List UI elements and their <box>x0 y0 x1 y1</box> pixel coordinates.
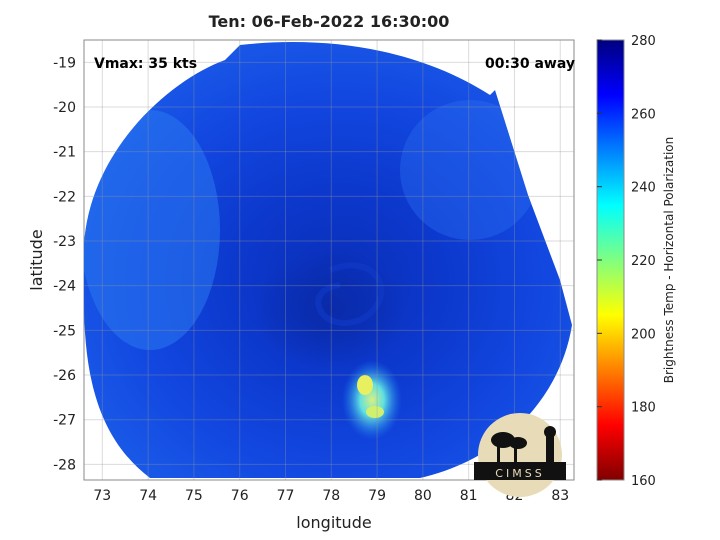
colorbar-tick-label: 260 <box>631 107 656 122</box>
y-tick-label: -24 <box>53 279 76 295</box>
y-tick-label: -19 <box>53 55 76 71</box>
y-tick-label: -21 <box>53 145 76 161</box>
away-label: 00:30 away <box>485 56 575 72</box>
colorbar-label: Brightness Temp - Horizontal Polarizatio… <box>662 137 676 384</box>
x-tick-label: 77 <box>277 488 295 504</box>
colorbar-tick-label: 240 <box>631 181 656 196</box>
y-tick-label: -23 <box>53 234 76 250</box>
y-tick-label: -27 <box>53 413 76 429</box>
y-tick-label: -26 <box>53 368 76 384</box>
x-tick-label: 74 <box>139 488 157 504</box>
y-axis-label: latitude <box>27 229 46 290</box>
y-tick-label: -22 <box>53 189 76 205</box>
colorbar-tick-label: 280 <box>631 34 656 49</box>
colorbar-tick-label: 200 <box>631 327 656 342</box>
cimss-logo: CIMSS <box>474 413 566 497</box>
colorbar-tick-label: 160 <box>631 474 656 489</box>
x-tick-label: 76 <box>231 488 249 504</box>
colorbar-tick-labels: 280 260 240 220 200 180 160 <box>597 34 656 489</box>
y-tick-label: -28 <box>53 457 76 473</box>
x-axis-label: longitude <box>296 513 371 532</box>
x-tick-label: 73 <box>93 488 111 504</box>
bright-area <box>342 360 402 440</box>
x-tick-label: 81 <box>460 488 478 504</box>
colorbar-tick-label: 220 <box>631 254 656 269</box>
logo-text: CIMSS <box>495 467 544 480</box>
storm-core <box>255 250 405 370</box>
y-tick-label: -25 <box>53 323 76 339</box>
colorbar-tick-label: 180 <box>631 401 656 416</box>
vmax-label: Vmax: 35 kts <box>94 56 197 72</box>
x-tick-label: 80 <box>414 488 432 504</box>
x-tick-label: 78 <box>322 488 340 504</box>
x-tick-label: 83 <box>551 488 569 504</box>
satellite-swath <box>84 42 572 478</box>
x-tick-label: 79 <box>368 488 386 504</box>
x-tick-label: 75 <box>185 488 203 504</box>
y-tick-label: -20 <box>53 100 76 116</box>
figure-title: Ten: 06-Feb-2022 16:30:00 <box>208 12 450 31</box>
y-tick-labels: -19 -20 -21 -22 -23 -24 -25 -26 -27 -28 <box>53 55 76 473</box>
gridlines <box>84 40 574 480</box>
